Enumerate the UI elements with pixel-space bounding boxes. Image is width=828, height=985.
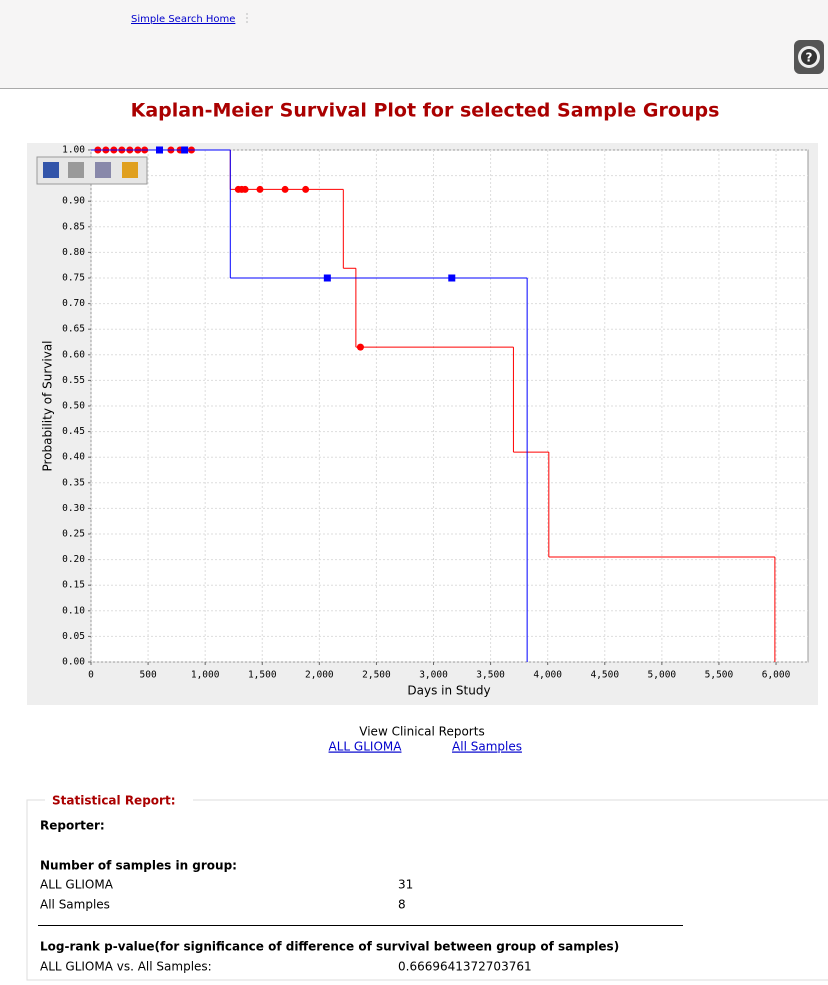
- report-legend: Statistical Report:: [52, 794, 176, 808]
- y-tick-label: 0.35: [62, 477, 85, 488]
- comparison: ALL GLIOMA vs. All Samples:: [40, 960, 212, 974]
- x-tick-label: 1,000: [191, 670, 220, 681]
- y-tick-label: 0.85: [62, 221, 85, 232]
- group-name: All Samples: [40, 898, 110, 912]
- header-bg: [0, 0, 828, 88]
- plot: 0.00 0.05 0.10 0.15 0.20 0.25 0.30 0.35 0.40 0.45…: [62, 145, 808, 681]
- y-tick-label: 0.65: [62, 324, 85, 335]
- group-count: 8: [398, 898, 406, 912]
- censor-marker: [241, 185, 249, 193]
- reporter: Reporter:: [40, 819, 105, 833]
- censor-marker: [302, 185, 310, 193]
- x-tick-label: 500: [140, 670, 157, 681]
- x-tick-label: 4,500: [590, 670, 619, 681]
- home-link[interactable]: Simple Search Home: [131, 14, 235, 25]
- svg-text:?: ?: [806, 51, 813, 65]
- y-tick-label: 0.45: [62, 426, 85, 437]
- x-tick-label: 5,500: [705, 670, 734, 681]
- print-icon[interactable]: [68, 162, 84, 178]
- x-tick-label: 3,500: [476, 670, 505, 681]
- x-tick-label: 1,500: [248, 670, 277, 681]
- chart-title: Kaplan-Meier Survival Plot for selected …: [131, 100, 720, 122]
- x-tick-label: 6,000: [762, 670, 791, 681]
- y-tick-label: 1.00: [62, 145, 85, 156]
- pvalue: 0.6669641372703761: [398, 960, 532, 974]
- y-tick-label: 0.40: [62, 452, 85, 463]
- censor-marker: [323, 274, 331, 282]
- legend-bg: [45, 792, 193, 808]
- y-tick-label: 0.10: [62, 605, 85, 616]
- y-tick-label: 0.50: [62, 401, 85, 412]
- help-icon[interactable]: ?: [794, 40, 824, 74]
- y-axis-label: Probability of Survival: [41, 340, 55, 471]
- report-box: [26, 799, 828, 981]
- y-tick-label: 0.90: [62, 196, 85, 207]
- x-axis-label: Days in Study: [407, 684, 490, 698]
- pvalue-heading: Log-rank p-value(for significance of dif…: [40, 940, 619, 954]
- group-name: ALL GLIOMA: [40, 878, 114, 892]
- y-tick-label: 0.60: [62, 349, 85, 360]
- x-tick-label: 5,000: [648, 670, 677, 681]
- x-tick-label: 2,000: [305, 670, 334, 681]
- x-tick-label: 2,500: [362, 670, 391, 681]
- x-tick-label: 3,000: [419, 670, 448, 681]
- toolbar: [36, 156, 148, 185]
- report-link[interactable]: All Samples: [452, 740, 522, 754]
- reports-title: View Clinical Reports: [359, 725, 484, 739]
- y-tick-label: 0.25: [62, 529, 85, 540]
- group-count: 31: [398, 878, 413, 892]
- y-tick-label: 0.15: [62, 580, 85, 591]
- censor-marker: [448, 274, 456, 282]
- report-link[interactable]: ALL GLIOMA: [329, 740, 403, 754]
- y-tick-label: 0.05: [62, 631, 85, 642]
- y-tick-label: 0.70: [62, 298, 85, 309]
- mail-icon[interactable]: [95, 162, 111, 178]
- y-tick-label: 0.80: [62, 247, 85, 258]
- censor-marker: [181, 146, 189, 154]
- censor-marker: [256, 185, 264, 193]
- censor-marker: [156, 146, 164, 154]
- save-icon[interactable]: [43, 162, 59, 178]
- x-tick-label: 4,000: [533, 670, 562, 681]
- x-tick-label: 0: [88, 670, 94, 681]
- samples-heading: Number of samples in group:: [40, 859, 237, 873]
- export-icon[interactable]: [122, 162, 138, 178]
- y-tick-label: 0.30: [62, 503, 85, 514]
- y-tick-label: 0.00: [62, 657, 85, 668]
- y-tick-label: 0.20: [62, 554, 85, 565]
- censor-marker: [356, 343, 364, 351]
- y-tick-label: 0.55: [62, 375, 85, 386]
- censor-marker: [281, 185, 289, 193]
- y-tick-label: 0.75: [62, 273, 85, 284]
